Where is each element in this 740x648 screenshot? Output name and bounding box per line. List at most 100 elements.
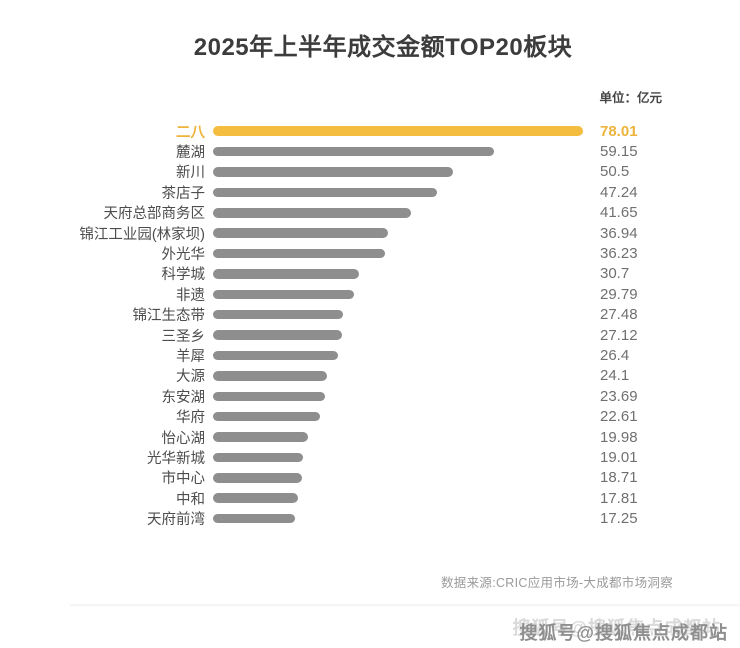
value-label: 36.94 bbox=[600, 224, 638, 242]
sohu-watermark: 搜狐号@搜狐焦点成都站 bbox=[519, 623, 728, 643]
value-label: 19.01 bbox=[600, 448, 638, 466]
category-label: 羊犀 bbox=[176, 349, 205, 365]
data-source-note: 数据来源:CRIC应用市场-大成都市场洞察 bbox=[441, 576, 673, 590]
value-label: 36.23 bbox=[600, 245, 638, 263]
bar-track bbox=[213, 452, 600, 463]
category-label: 二八 bbox=[176, 124, 205, 141]
chart-row: 科学城 30.7 bbox=[0, 264, 740, 284]
chart-row: 东安湖 23.69 bbox=[0, 386, 740, 406]
value-label: 24.1 bbox=[600, 367, 630, 385]
value-bar bbox=[213, 248, 385, 259]
value-bar bbox=[213, 432, 308, 442]
value-label: 22.61 bbox=[600, 408, 638, 426]
chart-row: 三圣乡 27.12 bbox=[0, 325, 740, 345]
chart-row: 新川 50.5 bbox=[0, 162, 740, 182]
category-label: 光华新城 bbox=[147, 450, 205, 467]
category-label: 三圣乡 bbox=[161, 328, 206, 345]
chart-row: 茶店子 47.24 bbox=[0, 182, 740, 202]
chart-row: 麓湖 59.15 bbox=[0, 141, 740, 161]
value-bar bbox=[213, 228, 389, 238]
bar-track bbox=[213, 269, 600, 279]
bar-track bbox=[213, 187, 600, 198]
value-bar bbox=[213, 391, 326, 402]
category-label: 茶店子 bbox=[161, 185, 206, 202]
category-label: 华府 bbox=[176, 410, 205, 427]
value-bar bbox=[213, 452, 304, 463]
bar-track bbox=[213, 473, 600, 483]
category-label: 麓湖 bbox=[176, 145, 205, 162]
bar-track bbox=[213, 432, 600, 442]
chart-row: 外光华 36.23 bbox=[0, 243, 740, 263]
category-label: 东安湖 bbox=[161, 389, 206, 406]
category-label: 科学城 bbox=[161, 267, 206, 284]
value-bar bbox=[213, 126, 583, 136]
chart-row: 大源 24.1 bbox=[0, 366, 740, 386]
category-label: 中和 bbox=[176, 491, 205, 508]
chart-row: 光华新城 19.01 bbox=[0, 447, 740, 467]
bar-track bbox=[213, 146, 600, 157]
value-label: 50.5 bbox=[600, 163, 630, 181]
category-label: 市中心 bbox=[161, 471, 206, 488]
bar-track bbox=[213, 248, 600, 259]
value-bar bbox=[213, 187, 438, 198]
unit-label: 单位：亿元 bbox=[599, 91, 662, 105]
chart-row: 非遗 29.79 bbox=[0, 284, 740, 304]
bar-track bbox=[213, 350, 600, 361]
bar-track bbox=[213, 411, 600, 422]
chart-row: 中和 17.81 bbox=[0, 488, 740, 508]
bar-track bbox=[213, 371, 600, 381]
bar-rows: 二八 78.01 麓湖 59.15 新川 50.5 茶店子 47.24 天府总部商务区 41.65… bbox=[0, 121, 740, 529]
chart-row: 二八 78.01 bbox=[0, 121, 740, 141]
value-bar bbox=[213, 289, 355, 300]
value-label: 41.65 bbox=[600, 204, 638, 222]
bar-track bbox=[213, 330, 600, 340]
chart-row: 市中心 18.71 bbox=[0, 468, 740, 488]
value-bar bbox=[213, 411, 321, 422]
category-label: 锦江生态带 bbox=[132, 308, 206, 325]
category-label: 锦江工业园(林家坝) bbox=[79, 226, 205, 243]
category-label: 非遗 bbox=[176, 287, 205, 304]
chart-row: 天府前湾 17.25 bbox=[0, 508, 740, 528]
value-bar bbox=[213, 350, 339, 361]
bar-track bbox=[213, 126, 600, 136]
value-label: 78.01 bbox=[600, 122, 638, 140]
value-bar bbox=[213, 167, 453, 177]
category-label: 外光华 bbox=[161, 247, 206, 264]
value-label: 30.7 bbox=[600, 265, 630, 283]
value-bar bbox=[213, 208, 411, 218]
bar-track bbox=[213, 391, 600, 402]
value-bar bbox=[213, 146, 494, 157]
value-label: 27.48 bbox=[600, 306, 638, 324]
value-bar bbox=[213, 473, 302, 483]
value-label: 19.98 bbox=[600, 428, 638, 446]
category-label: 大源 bbox=[176, 369, 205, 386]
bar-track bbox=[213, 167, 600, 177]
value-label: 26.4 bbox=[600, 346, 630, 364]
value-bar bbox=[213, 330, 342, 340]
value-label: 27.12 bbox=[600, 326, 638, 344]
category-label: 新川 bbox=[176, 165, 205, 182]
category-label: 天府总部商务区 bbox=[103, 206, 206, 223]
chart-row: 怡心湖 19.98 bbox=[0, 427, 740, 447]
chart-title: 2025年上半年成交金额TOP20板块 bbox=[193, 34, 573, 61]
value-label: 23.69 bbox=[600, 387, 638, 405]
category-label: 天府前湾 bbox=[147, 512, 205, 529]
bar-track bbox=[213, 289, 600, 300]
chart-row: 华府 22.61 bbox=[0, 406, 740, 426]
value-label: 18.71 bbox=[600, 469, 638, 487]
card-bottom-divider bbox=[70, 604, 740, 607]
value-label: 17.81 bbox=[600, 489, 638, 507]
value-bar bbox=[213, 269, 359, 279]
chart-row: 锦江工业园(林家坝) 36.94 bbox=[0, 223, 740, 243]
value-bar bbox=[213, 513, 295, 524]
bar-track bbox=[213, 208, 600, 218]
chart-row: 羊犀 26.4 bbox=[0, 345, 740, 365]
value-label: 29.79 bbox=[600, 285, 638, 303]
bar-track bbox=[213, 309, 600, 320]
value-bar bbox=[213, 309, 344, 320]
chart-row: 锦江生态带 27.48 bbox=[0, 305, 740, 325]
value-label: 47.24 bbox=[600, 183, 638, 201]
value-bar bbox=[213, 371, 328, 381]
bar-track bbox=[213, 493, 600, 503]
